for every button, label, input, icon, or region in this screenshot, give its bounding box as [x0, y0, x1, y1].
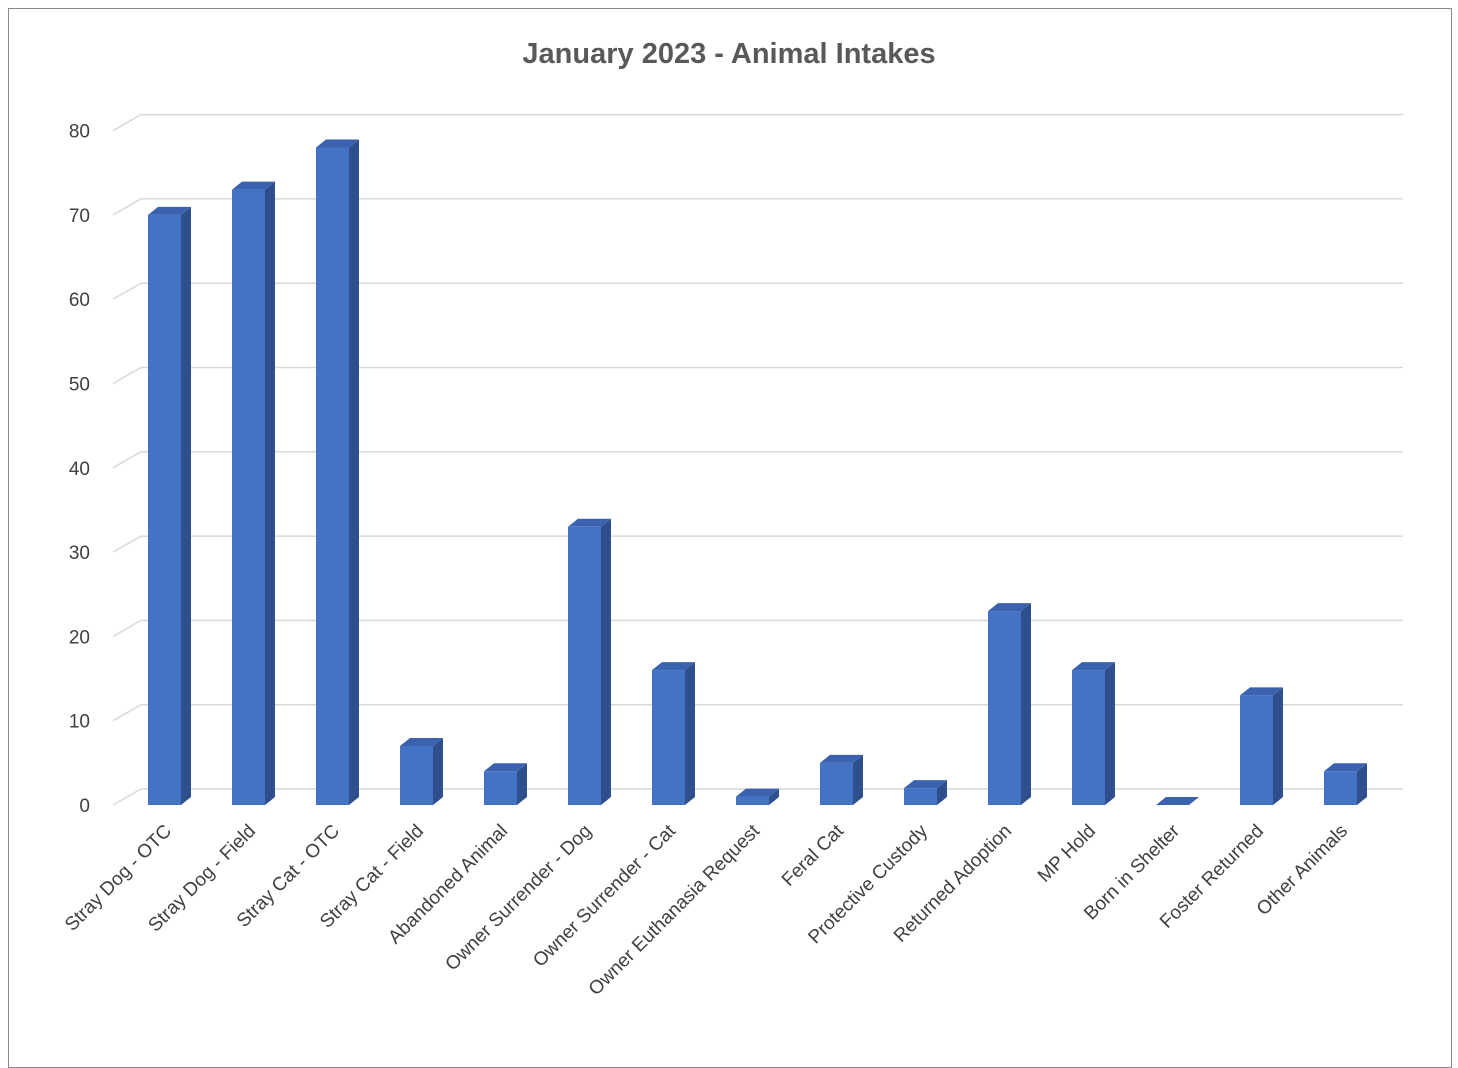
bar: [736, 788, 779, 805]
bar-top: [904, 780, 947, 789]
bar-front: [1072, 670, 1105, 805]
x-tick-label: Feral Cat: [778, 820, 849, 891]
y-tick-label: 70: [69, 206, 90, 227]
bar-top: [484, 763, 527, 772]
bar: [568, 518, 611, 805]
bar-top: [1240, 687, 1283, 696]
bar: [904, 780, 947, 805]
x-tick-label: Owner Surrender - Dog: [442, 821, 596, 975]
bar-front: [1324, 771, 1357, 805]
bar-side: [1273, 687, 1283, 805]
bar-side: [433, 737, 443, 805]
bar-side: [853, 754, 863, 805]
y-tick-label: 40: [69, 459, 90, 480]
bar-top: [1324, 763, 1367, 772]
bar-side: [937, 780, 947, 805]
chart-title: January 2023 - Animal Intakes: [522, 38, 935, 70]
bar: [316, 139, 359, 805]
bar-top: [652, 662, 695, 671]
x-tick-label: MP Hold: [1034, 821, 1100, 887]
bar-top: [820, 754, 863, 763]
x-tick-label: Owner Euthanasia Request: [585, 820, 765, 1000]
bar-front: [400, 745, 433, 805]
y-axis-ticks: 0 10 20 30 40 50 60 70 80: [69, 122, 90, 817]
bar-side: [601, 518, 611, 805]
bar: [1324, 763, 1367, 805]
y-tick-label: 30: [69, 543, 90, 564]
y-tick-label: 80: [69, 122, 90, 143]
bar: [484, 763, 527, 805]
bar-front: [652, 670, 685, 805]
bar-front: [316, 147, 349, 805]
gridline: [112, 282, 1403, 300]
bar-front: [484, 771, 517, 805]
bar-top: [568, 518, 611, 527]
gridline: [112, 788, 1403, 806]
gridline: [112, 198, 1403, 216]
bar-front: [736, 796, 769, 805]
bar: [1156, 797, 1199, 805]
bars: [148, 139, 1367, 806]
bar-top: [316, 139, 359, 148]
bar: [1240, 687, 1283, 805]
bar-front: [1240, 695, 1273, 805]
bar: [1072, 662, 1115, 805]
bar-top: [736, 788, 779, 797]
bar-side: [769, 788, 779, 805]
bar-front: [820, 762, 853, 805]
gridline: [112, 703, 1403, 722]
gridline: [112, 535, 1403, 553]
bar-top: [148, 206, 191, 215]
y-tick-label: 60: [69, 290, 90, 311]
y-tick-label: 0: [79, 796, 90, 817]
y-tick-label: 50: [69, 375, 90, 396]
bar: [400, 737, 443, 805]
bar-front: [904, 788, 937, 805]
bar-side: [517, 763, 527, 805]
bar-top: [988, 603, 1031, 612]
bar: [232, 181, 275, 806]
bar-top: [400, 737, 443, 746]
gridline: [112, 619, 1403, 638]
bar-front: [988, 611, 1021, 805]
bar-side: [1357, 763, 1367, 805]
bar-side: [265, 181, 275, 806]
x-tick-label: Owner Surrender - Cat: [529, 820, 680, 971]
gridlines: [112, 113, 1403, 806]
bar-side: [1021, 603, 1031, 805]
bar-front: [148, 214, 181, 805]
bar: [820, 754, 863, 805]
bar-front: [568, 526, 601, 805]
gridline: [112, 451, 1403, 469]
gridline: [112, 366, 1403, 385]
bar-top: [1156, 797, 1199, 805]
bar: [988, 603, 1031, 805]
bar-front: [232, 189, 265, 806]
bar-top: [1072, 662, 1115, 671]
bar: [148, 206, 191, 805]
y-tick-label: 20: [69, 627, 90, 648]
bar-side: [349, 139, 359, 805]
bar-side: [1105, 662, 1115, 805]
bar-side: [685, 662, 695, 805]
bar: [652, 662, 695, 805]
gridline: [112, 113, 1403, 132]
bar-side: [181, 206, 191, 805]
y-tick-label: 10: [69, 712, 90, 733]
bar-top: [232, 181, 275, 190]
